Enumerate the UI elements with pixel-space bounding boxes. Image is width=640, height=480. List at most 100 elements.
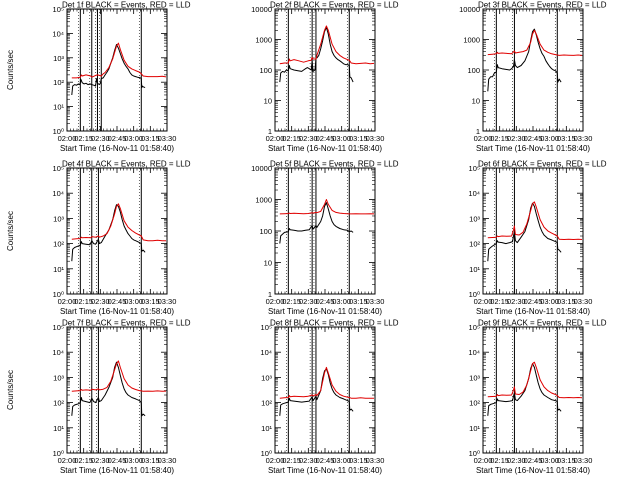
x-tick-label: 03:30 — [158, 456, 177, 465]
panel-title: Det 9f BLACK = Events, RED = LLD — [478, 319, 607, 328]
x-tick-label: 03:15 — [141, 134, 160, 143]
x-tick-label: 02:45 — [108, 297, 127, 306]
plot-frame — [66, 8, 168, 132]
event-markers — [286, 168, 350, 294]
plot-frame — [482, 326, 584, 454]
series-line-lld — [71, 360, 167, 392]
x-tick-label: 02:15 — [490, 456, 509, 465]
series-line-lld — [71, 42, 167, 79]
x-axis-label: Start Time (16-Nov-11 01:58:40) — [268, 307, 382, 316]
x-tick-label: 02:15 — [74, 297, 93, 306]
x-tick-label: 02:00 — [58, 297, 77, 306]
panel-det-8f: Det 8f BLACK = Events, RED = LLD 10⁰ 10¹ 10… — [260, 319, 398, 476]
x-axis-label: Start Time (16-Nov-11 01:58:40) — [268, 144, 382, 153]
x-tick-label: 02:00 — [474, 297, 493, 306]
x-tick-label: 03:30 — [366, 456, 385, 465]
x-tick-label: 02:45 — [524, 297, 543, 306]
panel-det-3f: Det 3f BLACK = Events, RED = LLD 1 10 100 10… — [459, 1, 607, 154]
y-tick-label: 100 — [259, 227, 272, 236]
x-tick-label: 02:00 — [266, 456, 285, 465]
x-tick-label: 02:00 — [474, 456, 493, 465]
y-tick-label: 10⁴ — [260, 348, 272, 357]
y-tick-label: 10² — [261, 399, 272, 408]
x-tick-label: 02:15 — [282, 297, 301, 306]
x-tick-label: 03:00 — [540, 456, 559, 465]
x-axis-label: Start Time (16-Nov-11 01:58:40) — [268, 466, 382, 475]
x-tick-label: 03:15 — [349, 297, 368, 306]
y-tick-label: 10² — [469, 399, 480, 408]
x-tick-label: 03:30 — [158, 134, 177, 143]
x-tick-label: 02:30 — [507, 456, 526, 465]
event-markers — [78, 168, 142, 294]
y-tick-label: 10⁰ — [53, 127, 64, 136]
series-line-lld — [487, 29, 583, 56]
y-tick-label: 10³ — [261, 373, 272, 382]
x-axis-label: Start Time (16-Nov-11 01:58:40) — [60, 466, 174, 475]
y-tick-label: 10¹ — [469, 424, 480, 433]
x-tick-label: 03:15 — [557, 134, 576, 143]
x-tick-label: 02:30 — [91, 134, 110, 143]
y-tick-label: 10⁵ — [469, 323, 480, 332]
x-tick-label: 03:30 — [574, 297, 593, 306]
x-tick-label: 03:00 — [332, 456, 351, 465]
plot-frame — [274, 167, 376, 295]
plot-frame — [482, 8, 584, 132]
plot-frame — [66, 167, 168, 295]
x-tick-label: 02:15 — [490, 297, 509, 306]
y-tick-label: 10⁰ — [261, 449, 272, 458]
x-axis-label: Start Time (16-Nov-11 01:58:40) — [60, 307, 174, 316]
x-tick-label: 03:15 — [557, 456, 576, 465]
y-tick-label: 1 — [268, 127, 272, 136]
x-tick-label: 03:00 — [124, 456, 143, 465]
x-tick-label: 03:15 — [141, 456, 160, 465]
y-tick-label: 10² — [469, 240, 480, 249]
x-tick-label: 02:30 — [91, 456, 110, 465]
panel-title: Det 1f BLACK = Events, RED = LLD — [62, 1, 191, 10]
y-tick-label: 10¹ — [469, 265, 480, 274]
x-axis-label: Start Time (16-Nov-11 01:58:40) — [60, 144, 174, 153]
x-tick-label: 02:45 — [316, 134, 335, 143]
y-tick-label: 10000 — [459, 5, 480, 14]
event-markers — [494, 9, 558, 131]
x-tick-label: 02:45 — [316, 456, 335, 465]
series-line-events — [71, 361, 146, 417]
y-tick-label: 10³ — [53, 373, 64, 382]
y-tick-label: 10000 — [251, 5, 272, 14]
y-tick-label: 1000 — [255, 196, 272, 205]
y-tick-label: 10⁰ — [469, 449, 480, 458]
x-tick-label: 03:00 — [540, 297, 559, 306]
x-tick-label: 02:00 — [266, 297, 285, 306]
y-tick-label: 100 — [467, 66, 480, 75]
x-tick-label: 03:30 — [366, 134, 385, 143]
panel-det-1f: Det 1f BLACK = Events, RED = LLD 10⁰ 10¹ 10… — [6, 1, 191, 154]
panel-title: Det 8f BLACK = Events, RED = LLD — [270, 319, 399, 328]
y-tick-label: 100 — [259, 66, 272, 75]
series-line-events — [487, 28, 562, 92]
panel-det-9f: Det 9f BLACK = Events, RED = LLD 10⁰ 10¹ 10… — [468, 319, 606, 476]
y-tick-label: 10² — [53, 78, 64, 87]
x-tick-label: 02:30 — [299, 297, 318, 306]
y-tick-label: 10¹ — [261, 424, 272, 433]
x-tick-label: 03:00 — [332, 134, 351, 143]
x-tick-label: 03:15 — [349, 456, 368, 465]
x-tick-label: 02:45 — [524, 134, 543, 143]
y-tick-label: 10¹ — [53, 265, 64, 274]
series-line-events — [487, 202, 562, 262]
y-axis-label: Counts/sec — [6, 211, 15, 251]
y-tick-label: 10⁵ — [53, 5, 64, 14]
series-line-events — [279, 26, 354, 83]
series-line-lld — [487, 201, 583, 240]
y-axis-label: Counts/sec — [6, 370, 15, 410]
x-tick-label: 03:30 — [158, 297, 177, 306]
panel-det-7f: Det 7f BLACK = Events, RED = LLD 10⁰ 10¹ 10… — [6, 319, 191, 476]
x-tick-label: 03:00 — [540, 134, 559, 143]
x-tick-label: 02:00 — [266, 134, 285, 143]
y-tick-label: 10⁴ — [52, 189, 64, 198]
y-tick-label: 10⁴ — [468, 348, 480, 357]
y-tick-label: 10⁵ — [53, 164, 64, 173]
x-tick-label: 03:30 — [574, 456, 593, 465]
x-tick-label: 03:15 — [141, 297, 160, 306]
series-line-events — [71, 204, 146, 262]
series-line-lld — [279, 199, 375, 215]
